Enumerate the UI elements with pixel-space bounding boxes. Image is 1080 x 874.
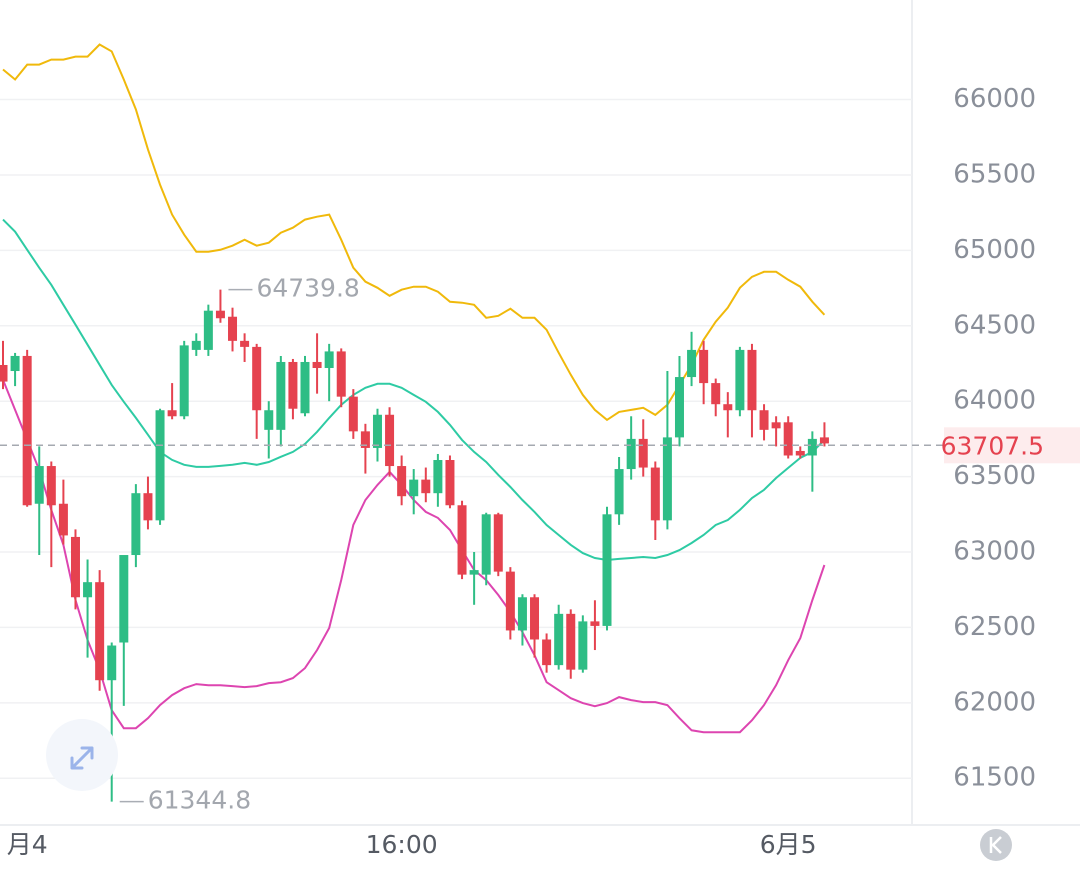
candle-body [240,340,250,347]
candle-body [711,383,721,405]
candle-body [191,340,201,350]
candle-body [288,361,298,409]
candle-body [590,621,600,626]
candle-body [385,414,395,467]
candle-body [481,514,491,575]
expand-button[interactable] [46,719,118,791]
labels: 61500 62000 62500 63000 63500 64000 64500 65000… [0,84,1080,859]
candle-body [674,377,684,438]
candle-body [372,414,382,448]
expand-icon[interactable] [70,746,94,770]
candle-body [795,450,805,456]
candle-body [131,493,141,556]
candle-body [95,582,105,681]
high-label: 64739.8 [256,274,359,303]
candle-body [155,410,165,521]
candle-body [421,479,431,494]
candle-body [336,351,346,397]
kline-icon[interactable] [989,836,1002,854]
candle-body [759,410,769,430]
kline-button[interactable] [980,829,1012,861]
candle-body [0,364,8,382]
candle-body [505,571,515,631]
y-tick-label: 62500 [953,612,1036,642]
candle-body [252,346,262,411]
candle-body [783,422,793,456]
y-tick-label: 65500 [953,159,1036,189]
candle-body [70,536,80,598]
candle-body [107,645,117,681]
candle-body [650,467,660,521]
band-line [2,218,826,562]
candle-body [22,355,32,506]
candle-body [723,404,733,411]
candle-body [469,570,479,575]
candle-body [493,514,503,572]
y-tick-label: 66000 [953,84,1036,114]
candle-body [348,396,358,432]
candle-body [215,310,225,319]
x-tick-label: 月4 [7,830,48,859]
candle-body [626,438,636,470]
candles [0,289,829,802]
candle-body [397,466,407,497]
candle-body [10,355,20,372]
candle-body [530,597,540,640]
candle-body [517,597,527,631]
y-tick-label: 63000 [953,537,1036,567]
candle-body [771,422,781,429]
x-tick-label: 16:00 [366,830,438,859]
candle-body [203,310,213,350]
candle-body [542,639,552,666]
candle-body [143,493,153,521]
candle-body [360,431,370,448]
candle-body [638,438,648,468]
candle-body [119,555,129,643]
candle-body [699,349,709,384]
candle-body [807,438,817,456]
candle-body [83,582,93,598]
kline-button-bg[interactable] [980,829,1012,861]
last-price-box [944,427,1080,464]
grid [0,98,912,779]
candle-body [566,613,576,670]
candle-body [409,479,419,497]
candle-body [554,613,564,666]
candle-body [662,437,672,521]
candle-body [179,345,189,417]
candle-body [167,410,177,417]
candle-body [747,349,757,411]
candle-body [46,466,56,506]
candle-body [312,361,322,369]
candle-body [34,466,44,504]
candle-body [614,469,624,515]
candle-body [687,349,697,378]
y-tick-label: 61500 [953,763,1036,793]
candle-body [58,503,68,536]
x-tick-label: 6月5 [760,830,817,859]
y-tick-label: 64500 [953,310,1036,340]
candle-body [276,361,286,430]
candle-body [445,460,455,506]
candle-body [433,460,443,494]
candle-body [578,621,588,670]
low-label: 61344.8 [148,786,251,815]
y-tick-label: 62000 [953,687,1036,717]
candle-body [819,437,829,444]
candle-body [735,349,745,411]
candle-body [228,316,238,341]
candle-body [457,505,467,575]
candle-body [264,410,274,430]
candle-body [324,351,334,369]
y-tick-label: 65000 [953,235,1036,265]
candle-body [300,361,310,414]
y-tick-label: 64000 [953,386,1036,416]
y-tick-label: 63500 [953,461,1036,491]
candle-body [602,514,612,626]
last-price-label: 63707.5 [941,431,1044,460]
expand-button-bg[interactable] [46,719,118,791]
